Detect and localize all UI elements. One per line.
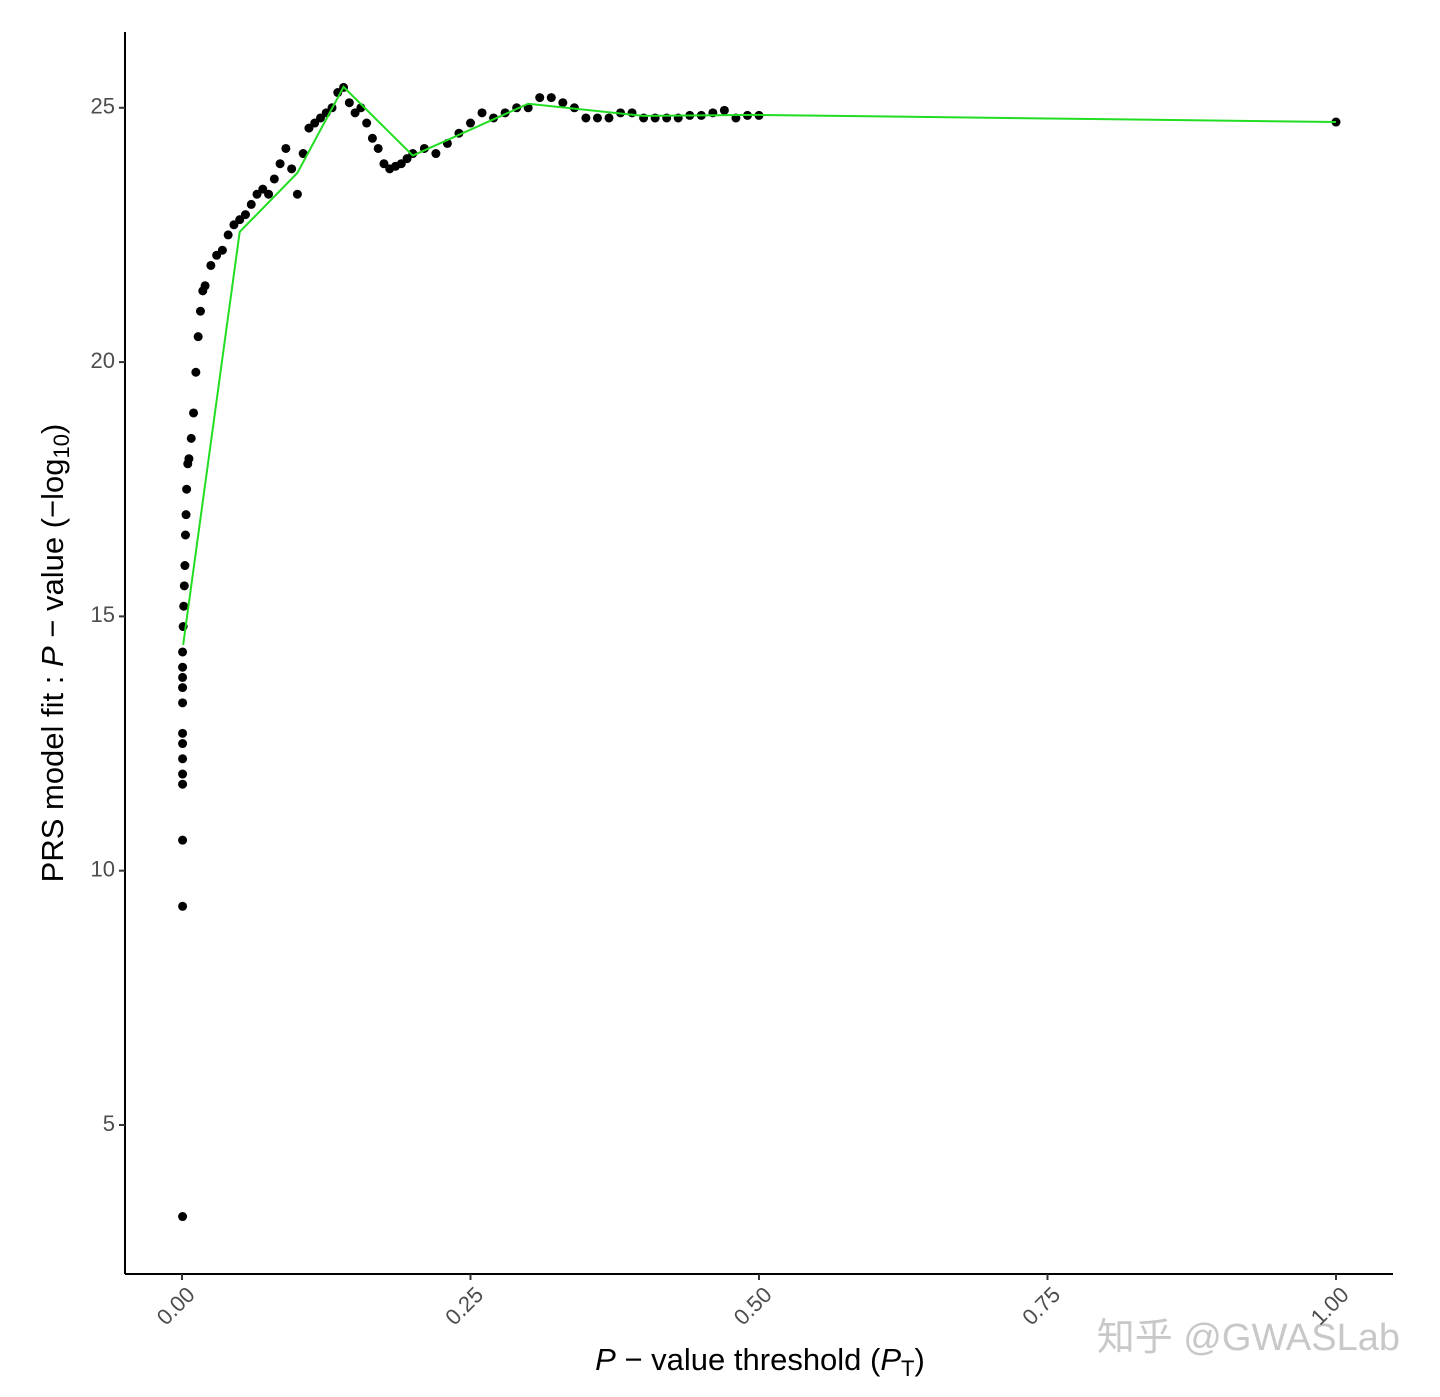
x-title-part: ) bbox=[915, 1342, 925, 1377]
point bbox=[310, 118, 320, 128]
point bbox=[200, 281, 210, 291]
point bbox=[178, 754, 188, 764]
point bbox=[178, 662, 188, 672]
point bbox=[235, 215, 245, 225]
point bbox=[431, 149, 441, 159]
y-tick-label: 20 bbox=[91, 348, 115, 373]
point bbox=[180, 561, 190, 571]
point bbox=[581, 113, 591, 123]
point bbox=[252, 189, 262, 199]
point bbox=[719, 105, 729, 115]
watermark: 知乎 @GWASLab bbox=[1097, 1317, 1400, 1359]
line bbox=[182, 85, 1337, 645]
point bbox=[229, 220, 239, 230]
point bbox=[379, 159, 389, 169]
point bbox=[195, 306, 205, 316]
point bbox=[178, 779, 188, 789]
point bbox=[184, 454, 194, 464]
x-tick-label: 0.75 bbox=[1017, 1282, 1065, 1330]
point bbox=[396, 159, 406, 169]
point bbox=[350, 108, 360, 118]
point bbox=[223, 230, 233, 240]
point bbox=[178, 769, 188, 779]
point bbox=[373, 143, 383, 153]
point bbox=[535, 93, 545, 103]
point bbox=[466, 118, 476, 128]
point bbox=[304, 123, 314, 133]
x-axis-title: P − value threshold (PT) bbox=[595, 1342, 925, 1381]
y-tick-label: 25 bbox=[91, 94, 115, 119]
point bbox=[178, 672, 188, 682]
point bbox=[367, 133, 377, 143]
point bbox=[180, 530, 190, 540]
x-title-part: P bbox=[595, 1342, 616, 1377]
point bbox=[206, 260, 216, 270]
point bbox=[178, 698, 188, 708]
y-tick-label: 15 bbox=[91, 602, 115, 627]
y-title-part: P bbox=[35, 646, 70, 667]
point bbox=[604, 113, 614, 123]
point bbox=[269, 174, 279, 184]
point bbox=[402, 154, 412, 164]
x-tick-label: 0.00 bbox=[152, 1282, 200, 1330]
point bbox=[258, 184, 268, 194]
y-title-part: PRS model fit : bbox=[35, 667, 70, 882]
point bbox=[178, 835, 188, 845]
point bbox=[178, 683, 188, 693]
x-tick-label: 0.25 bbox=[440, 1282, 488, 1330]
point bbox=[179, 601, 189, 611]
point bbox=[408, 149, 418, 159]
y-title-part: ) bbox=[35, 424, 70, 434]
point bbox=[178, 739, 188, 749]
point bbox=[189, 408, 199, 418]
y-tick-label: 10 bbox=[91, 856, 115, 881]
point bbox=[362, 118, 372, 128]
x-title-part: P bbox=[880, 1342, 901, 1377]
point bbox=[186, 433, 196, 443]
point bbox=[298, 149, 308, 159]
y-axis-title: PRS model fit : P − value (−log10) bbox=[35, 424, 74, 883]
point bbox=[182, 484, 192, 494]
y-title-part: − value (−log bbox=[35, 458, 70, 646]
y-title-part: 10 bbox=[49, 434, 74, 458]
y-tick-label: 5 bbox=[103, 1111, 115, 1136]
point bbox=[193, 332, 203, 342]
point bbox=[592, 113, 602, 123]
point bbox=[179, 581, 189, 591]
point bbox=[315, 113, 325, 123]
point bbox=[178, 647, 188, 657]
point bbox=[240, 210, 250, 220]
point bbox=[178, 728, 188, 738]
point bbox=[292, 189, 302, 199]
point bbox=[558, 98, 568, 108]
point bbox=[217, 245, 227, 255]
point bbox=[178, 901, 188, 911]
point bbox=[178, 1212, 188, 1222]
point bbox=[546, 93, 556, 103]
point bbox=[275, 159, 285, 169]
point bbox=[181, 510, 191, 520]
point bbox=[191, 367, 201, 377]
point bbox=[264, 189, 274, 199]
point bbox=[287, 164, 297, 174]
x-title-part: − value threshold ( bbox=[616, 1342, 881, 1377]
x-title-part: T bbox=[901, 1356, 914, 1381]
x-tick-label: 0.50 bbox=[729, 1282, 777, 1330]
point bbox=[344, 98, 354, 108]
point bbox=[246, 199, 256, 209]
point bbox=[477, 108, 487, 118]
point bbox=[212, 250, 222, 260]
point bbox=[281, 143, 291, 153]
